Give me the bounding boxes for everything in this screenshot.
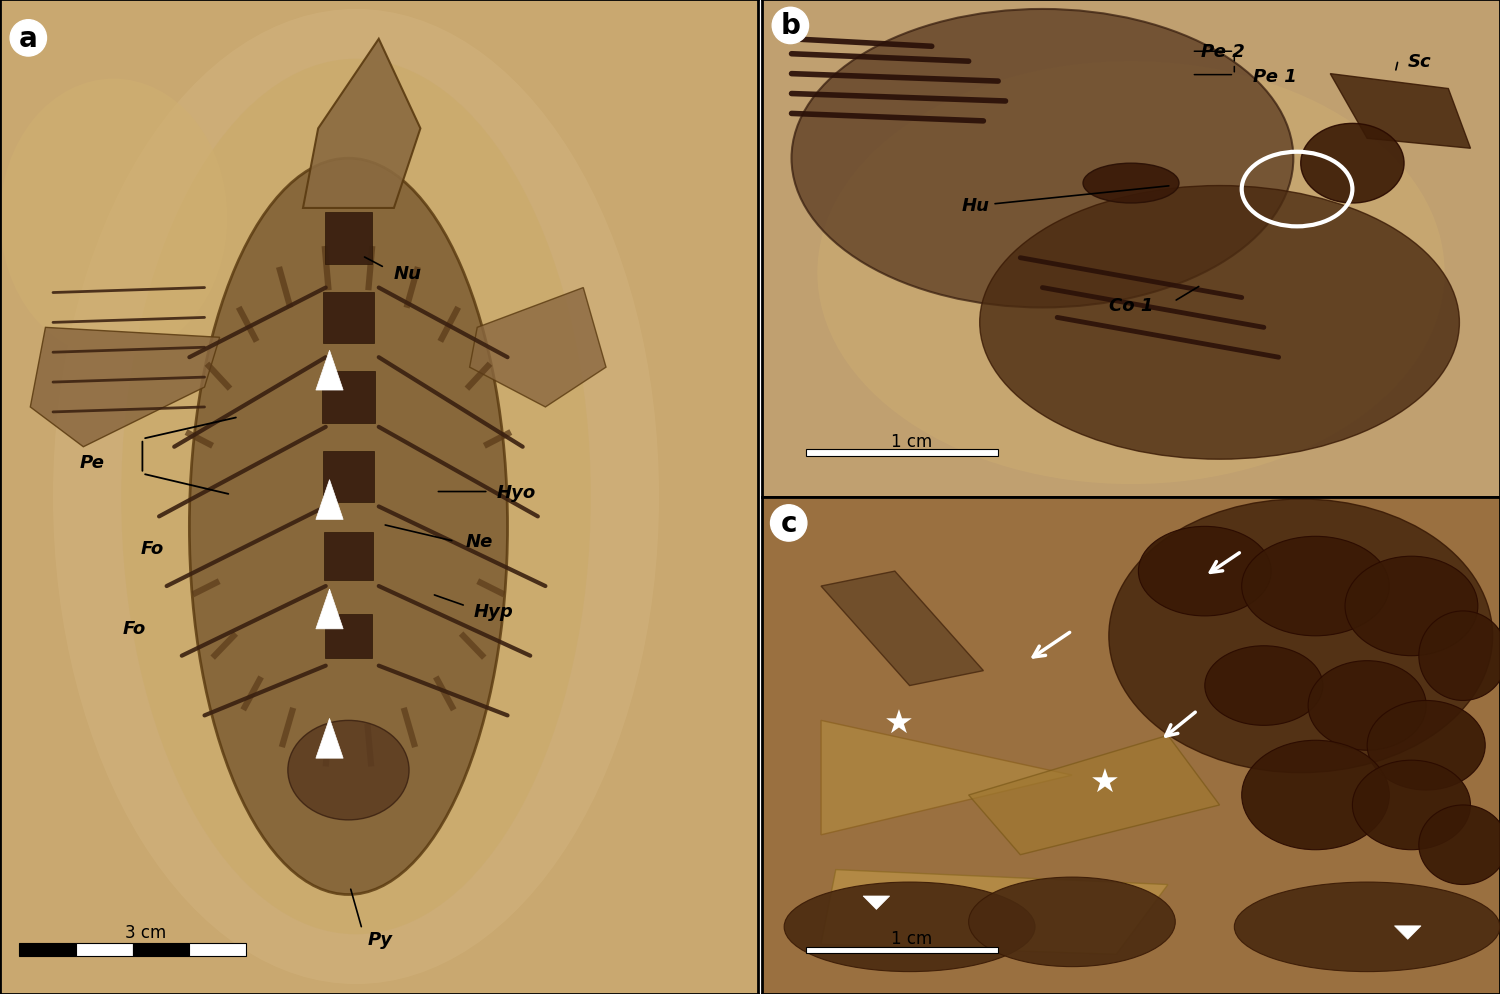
Bar	[324, 533, 374, 580]
Text: Hu: Hu	[962, 197, 990, 216]
Text: 1 cm: 1 cm	[891, 929, 933, 947]
Polygon shape	[303, 40, 420, 209]
Text: ★: ★	[884, 707, 914, 740]
Ellipse shape	[1204, 646, 1323, 726]
Text: Fo: Fo	[123, 619, 146, 637]
Polygon shape	[470, 288, 606, 408]
Bar	[75, 942, 132, 956]
Bar	[322, 451, 374, 503]
Polygon shape	[821, 870, 1168, 954]
Ellipse shape	[1353, 760, 1470, 850]
Ellipse shape	[1242, 537, 1389, 636]
Text: Ne: Ne	[466, 533, 494, 551]
Ellipse shape	[1366, 701, 1485, 790]
Bar	[326, 213, 372, 264]
Ellipse shape	[122, 60, 591, 934]
Bar	[326, 614, 372, 658]
Text: ★: ★	[1090, 766, 1120, 799]
Polygon shape	[821, 572, 984, 686]
Bar	[322, 372, 375, 423]
Ellipse shape	[1242, 741, 1389, 850]
Ellipse shape	[980, 187, 1460, 459]
Text: Pe: Pe	[80, 453, 105, 471]
Ellipse shape	[1108, 499, 1492, 773]
Polygon shape	[316, 719, 344, 758]
Polygon shape	[316, 351, 344, 391]
Text: 1 cm: 1 cm	[891, 432, 933, 450]
Ellipse shape	[1083, 164, 1179, 204]
Text: Py: Py	[368, 930, 393, 948]
Polygon shape	[1395, 926, 1420, 939]
Text: Pe 1: Pe 1	[1252, 68, 1296, 86]
Bar	[322, 292, 374, 344]
Text: Nu: Nu	[394, 264, 422, 282]
Ellipse shape	[1308, 661, 1426, 750]
Ellipse shape	[1300, 124, 1404, 204]
Text: Fo: Fo	[140, 540, 164, 558]
Polygon shape	[30, 328, 219, 447]
Ellipse shape	[0, 80, 228, 358]
Ellipse shape	[1234, 883, 1500, 972]
Text: Pe 2: Pe 2	[1202, 43, 1245, 62]
Text: b: b	[780, 13, 801, 41]
Ellipse shape	[1346, 557, 1478, 656]
Polygon shape	[316, 480, 344, 520]
Ellipse shape	[288, 721, 410, 820]
Polygon shape	[862, 897, 889, 910]
Text: Hyo: Hyo	[496, 483, 536, 501]
Ellipse shape	[969, 878, 1176, 966]
Ellipse shape	[792, 10, 1293, 308]
Polygon shape	[969, 736, 1220, 855]
Ellipse shape	[784, 883, 1035, 972]
Polygon shape	[316, 589, 344, 629]
Bar	[807, 947, 998, 953]
Bar	[20, 942, 75, 956]
Ellipse shape	[1419, 611, 1500, 701]
Ellipse shape	[818, 62, 1444, 485]
Bar	[807, 450, 998, 456]
Text: c: c	[780, 509, 796, 538]
Polygon shape	[1330, 75, 1470, 149]
Ellipse shape	[1138, 527, 1270, 616]
Bar	[189, 942, 246, 956]
Ellipse shape	[53, 10, 658, 984]
Ellipse shape	[189, 159, 507, 895]
Text: Hyp: Hyp	[474, 602, 513, 620]
Text: Co 1: Co 1	[1108, 296, 1154, 315]
Text: a: a	[20, 25, 38, 53]
Bar	[132, 942, 189, 956]
Polygon shape	[821, 721, 1072, 835]
Text: 3 cm: 3 cm	[124, 923, 166, 941]
Ellipse shape	[1419, 805, 1500, 885]
Text: Sc: Sc	[1407, 53, 1431, 72]
